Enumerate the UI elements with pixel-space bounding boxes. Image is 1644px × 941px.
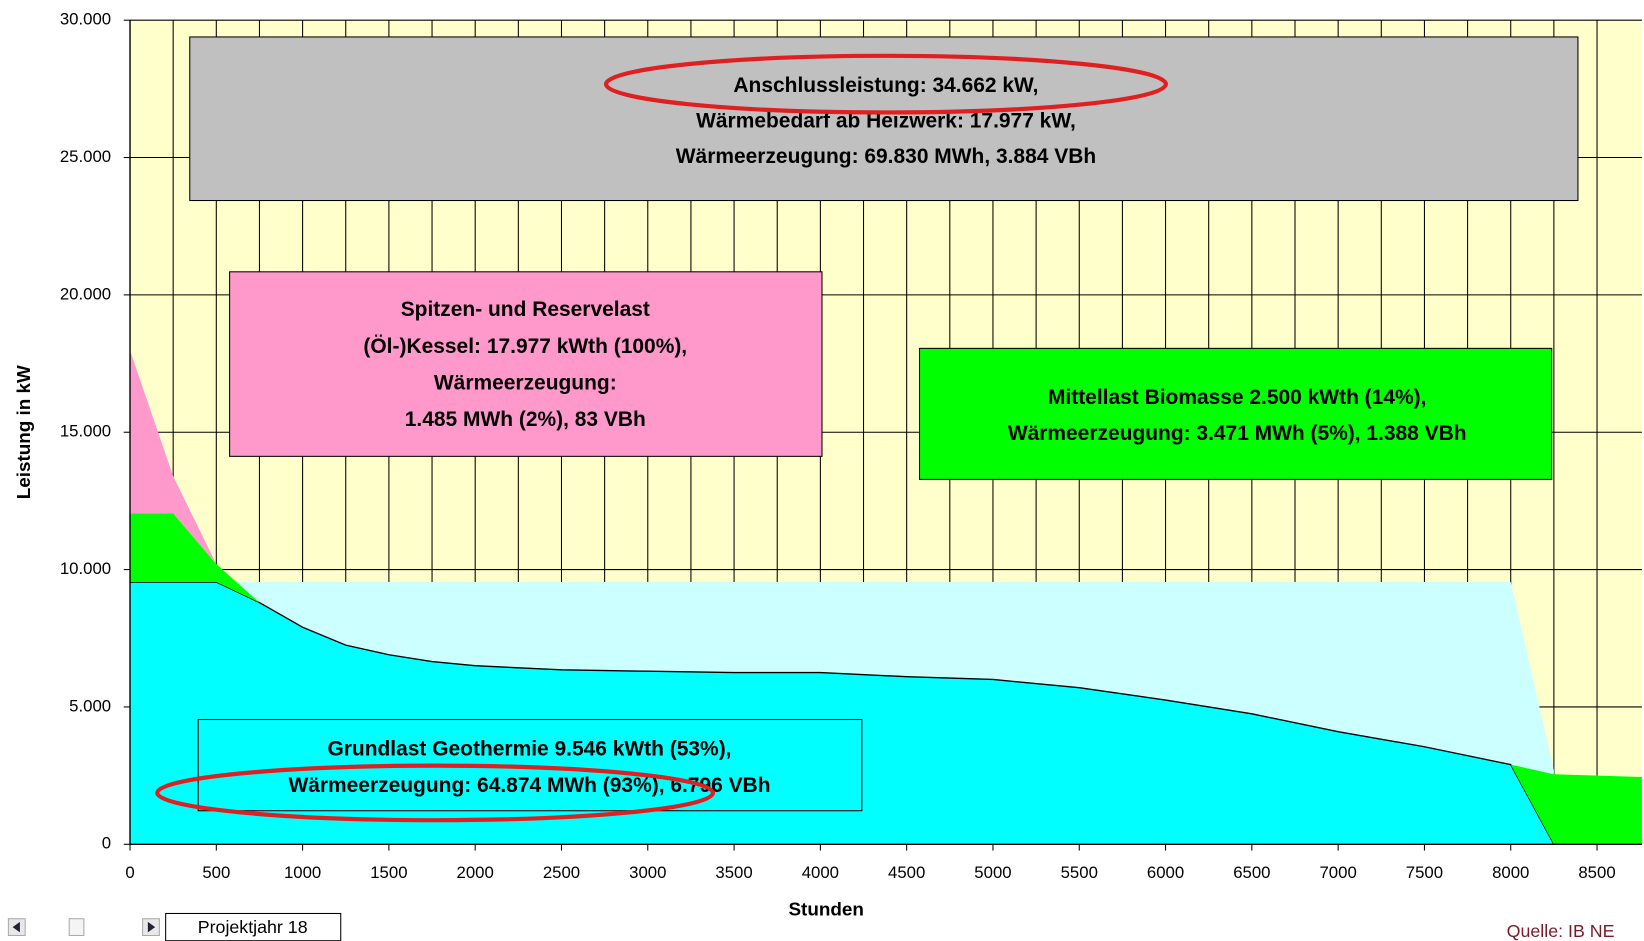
x-tick-label: 4000 [802,863,839,882]
x-tick-label: 5000 [974,863,1011,882]
x-tick-label: 3000 [629,863,666,882]
highlight-ellipse [603,53,1168,115]
arrow-icon [12,921,20,933]
annotation-text: Spitzen- und Reservelast [401,298,650,321]
x-tick-label: 6500 [1233,863,1270,882]
sheet-navigation: Projektjahr 18 [7,912,342,941]
area-outline [130,581,1642,845]
x-tick-label: 0 [125,863,134,882]
x-tick-label: 3500 [715,863,752,882]
annotation-box [229,271,823,457]
y-tick-label: 5.000 [69,696,111,715]
x-tick-label: 7000 [1319,863,1356,882]
annotation-text: Mittellast Biomasse 2.500 kWth (14%), [1048,386,1426,409]
x-tick-label: 2000 [457,863,494,882]
x-tick-label: 8000 [1492,863,1529,882]
highlight-ellipse [155,763,716,823]
y-tick-label: 25.000 [60,147,111,166]
annotations: Anschlussleistung: 34.662 kW, Wärmebedarf… [189,36,1579,812]
x-tick-label: 6000 [1147,863,1184,882]
x-tick-label: 7500 [1406,863,1443,882]
scroll-thumb[interactable] [68,918,85,937]
annotation-box [918,347,1553,480]
x-tick-label: 1000 [284,863,321,882]
y-tick-label: 20.000 [60,284,111,303]
annotation-text: Wärmeerzeugung: 3.471 MWh (5%), 1.388 VB… [1008,422,1467,445]
x-tick-label: 500 [202,863,230,882]
x-tick-label: 5500 [1061,863,1098,882]
annotation-text: 1.485 MWh (2%), 83 VBh [405,408,646,431]
x-axis-title: Stunden [788,898,863,919]
annotation-box [189,36,1579,202]
x-tick-label: 8500 [1578,863,1615,882]
y-tick-label: 0 [102,834,111,853]
annotation-text: Wärmebedarf ab Heizwerk: 17.977 kW, [696,109,1076,132]
annotation-text: Grundlast Geothermie 9.546 kWth (53%), [327,737,731,760]
arrow-icon [147,921,156,933]
x-tick-label: 1500 [370,863,407,882]
source-note: Quelle: IB NE [1507,921,1615,941]
x-tick-label: 4500 [888,863,925,882]
sheet-tab-label: Projektjahr 18 [198,917,308,937]
y-tick-label: 15.000 [60,422,111,441]
y-tick-label: 30.000 [60,10,111,29]
annotation-text: Wärmeerzeugung: 69.830 MWh, 3.884 VBh [676,145,1096,168]
y-tick-label: 10.000 [60,559,111,578]
y-axis-title: Leistung in kW [13,365,34,499]
annotation-text: Wärmeerzeugung: [434,372,617,395]
annotation-text: Wärmeerzeugung: 64.874 MWh (93%), 6.796 … [288,774,770,797]
annotation-text: Anschlussleistung: 34.662 kW, [733,74,1038,97]
x-tick-label: 2500 [543,863,580,882]
annotation-text: (Öl-)Kessel: 17.977 kWth (100%), [363,335,687,358]
